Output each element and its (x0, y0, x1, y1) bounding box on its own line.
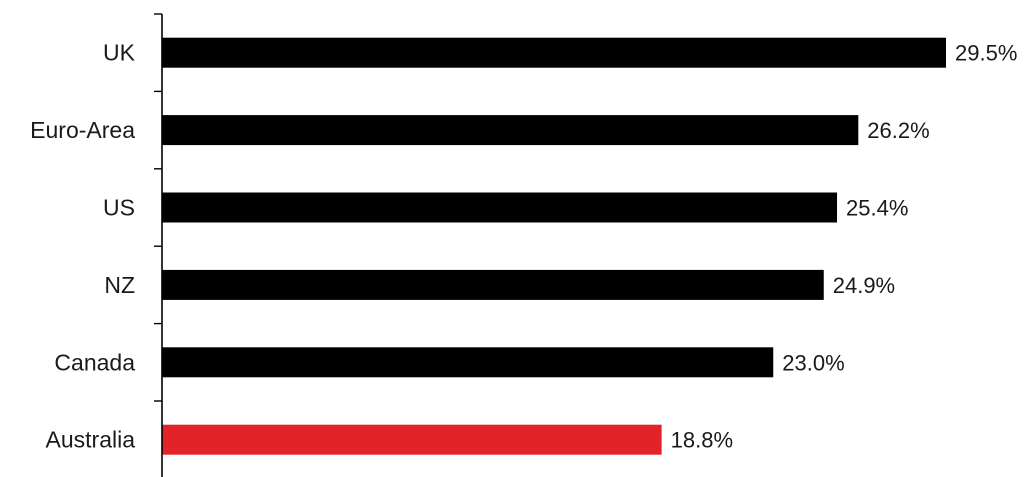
category-label-canada: Canada (54, 349, 135, 375)
category-label-australia: Australia (46, 427, 136, 453)
bar-canada (162, 347, 774, 378)
category-label-nz: NZ (104, 272, 135, 298)
value-label-canada: 23.0% (782, 350, 844, 375)
bars (162, 37, 946, 455)
category-label-euro-area: Euro-Area (30, 117, 135, 143)
value-labels: 29.5% 26.2% 25.4% 24.9% 23.0% 18.8% (671, 41, 1018, 453)
category-label-uk: UK (103, 40, 136, 66)
category-label-us: US (103, 195, 135, 221)
bar-nz (162, 269, 824, 300)
value-label-nz: 24.9% (833, 273, 895, 298)
bar-australia (162, 424, 662, 455)
value-label-us: 25.4% (846, 196, 908, 221)
value-label-australia: 18.8% (671, 428, 733, 453)
value-label-euro-area: 26.2% (867, 118, 929, 143)
bar-us (162, 192, 838, 223)
category-labels: UK Euro-Area US NZ Canada Australia (30, 40, 135, 453)
value-label-uk: 29.5% (955, 41, 1017, 66)
bar-uk (162, 37, 946, 68)
bar-euro-area (162, 115, 859, 146)
axis-ticks (154, 13, 162, 402)
